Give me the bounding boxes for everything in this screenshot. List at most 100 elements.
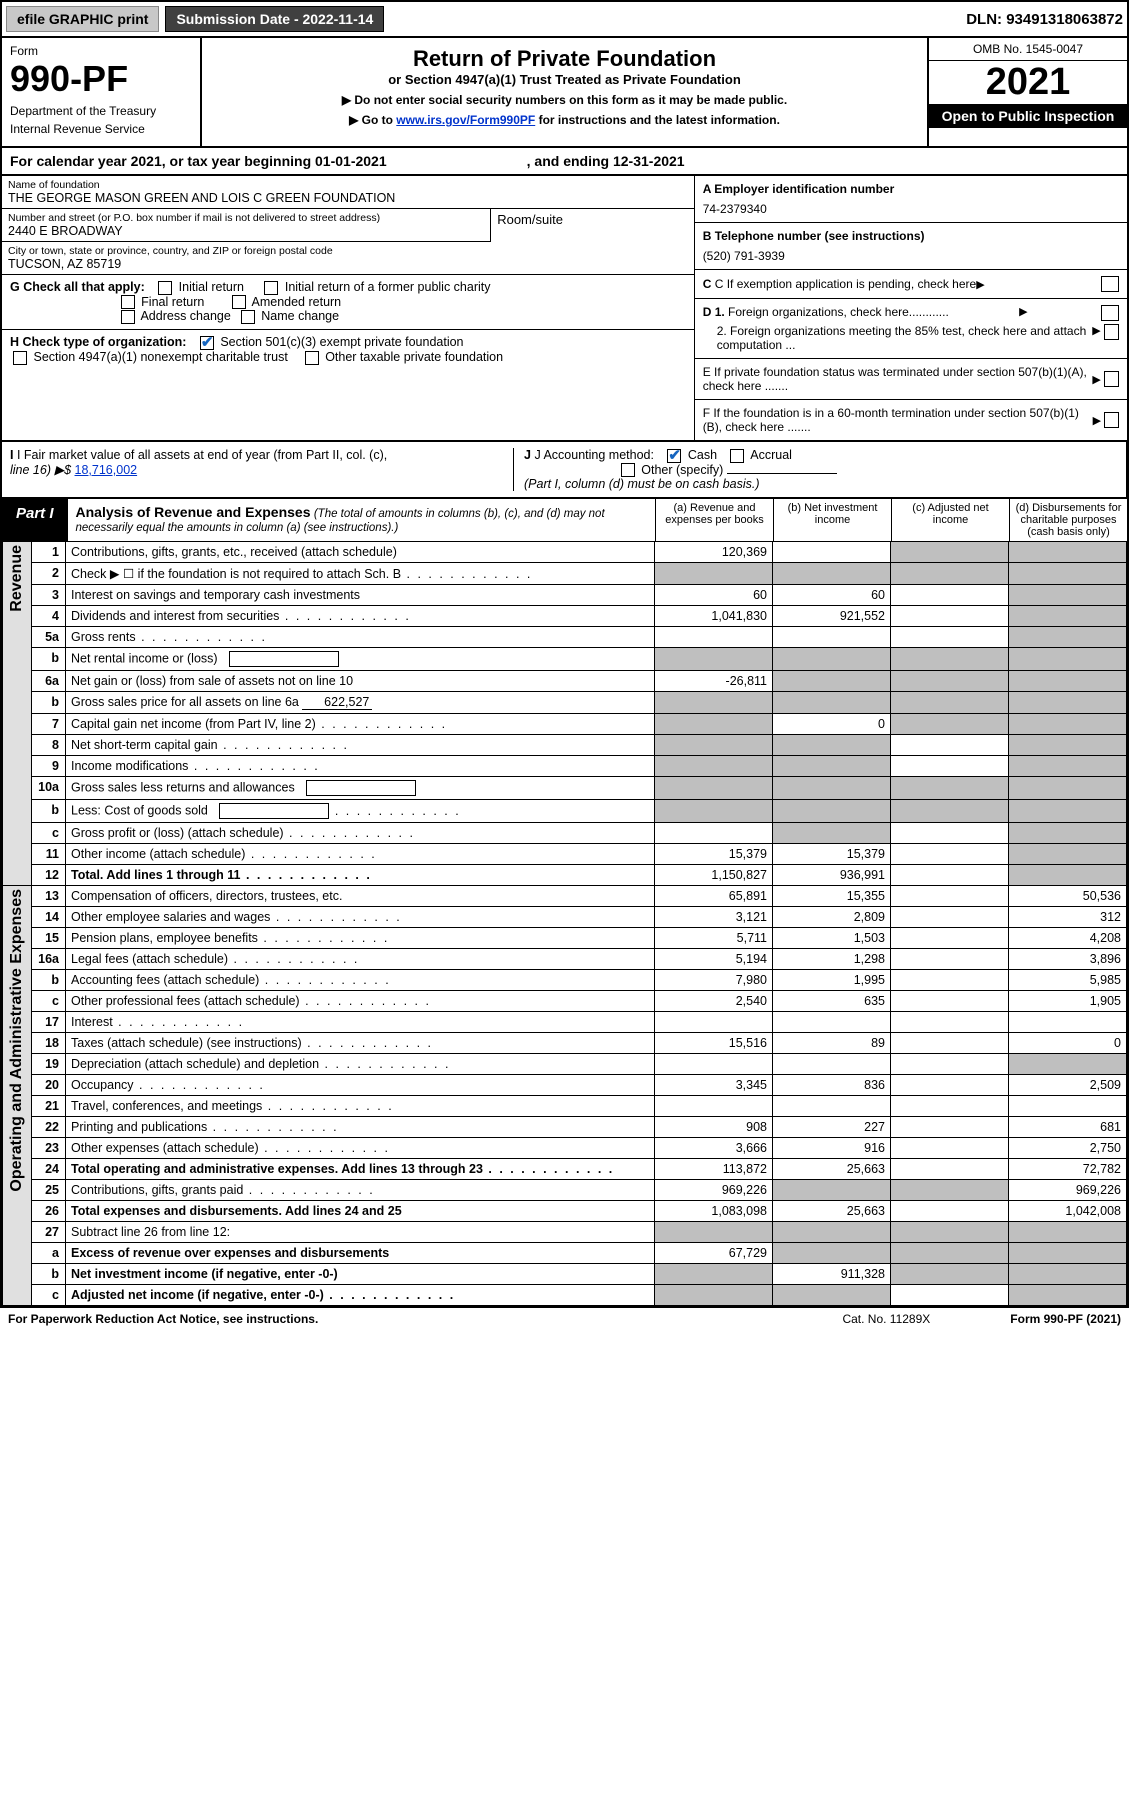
row-num: 23 xyxy=(32,1138,66,1159)
row-num: 27 xyxy=(32,1222,66,1243)
chk-e[interactable] xyxy=(1104,371,1119,387)
row-num: 10a xyxy=(32,777,66,800)
amt-d: 969,226 xyxy=(1009,1180,1127,1201)
amt-b: 2,809 xyxy=(773,907,891,928)
chk-address[interactable] xyxy=(121,310,135,324)
amt-c xyxy=(891,1117,1009,1138)
amt-b xyxy=(773,542,891,563)
chk-accrual[interactable] xyxy=(730,449,744,463)
row-label: Other employee salaries and wages xyxy=(66,907,655,928)
i-j-row: I I Fair market value of all assets at e… xyxy=(0,442,1129,499)
row-label: Travel, conferences, and meetings xyxy=(66,1096,655,1117)
amt-b xyxy=(773,692,891,714)
amt-d: 2,509 xyxy=(1009,1075,1127,1096)
amt-b: 916 xyxy=(773,1138,891,1159)
amt-a xyxy=(655,692,773,714)
chk-amended[interactable] xyxy=(232,295,246,309)
amt-b: 1,503 xyxy=(773,928,891,949)
amt-a: -26,811 xyxy=(655,671,773,692)
row-label: Net gain or (loss) from sale of assets n… xyxy=(66,671,655,692)
chk-501c3[interactable] xyxy=(200,336,214,350)
amt-c xyxy=(891,970,1009,991)
row-label: Legal fees (attach schedule) xyxy=(66,949,655,970)
row-label: Accounting fees (attach schedule) xyxy=(66,970,655,991)
row-num: 24 xyxy=(32,1159,66,1180)
amt-a xyxy=(655,1054,773,1075)
amt-b xyxy=(773,1054,891,1075)
chk-4947[interactable] xyxy=(13,351,27,365)
amt-b xyxy=(773,1243,891,1264)
chk-initial[interactable] xyxy=(158,281,172,295)
row-label: Adjusted net income (if negative, enter … xyxy=(66,1285,655,1306)
amt-c xyxy=(891,928,1009,949)
h-checks: H Check type of organization: Section 50… xyxy=(2,330,694,369)
amt-a: 1,041,830 xyxy=(655,606,773,627)
amt-d: 50,536 xyxy=(1009,886,1127,907)
amt-a xyxy=(655,735,773,756)
calendar-year-line: For calendar year 2021, or tax year begi… xyxy=(0,148,1129,176)
amt-c xyxy=(891,1012,1009,1033)
row-label: Total operating and administrative expen… xyxy=(66,1159,655,1180)
row-label: Depreciation (attach schedule) and deple… xyxy=(66,1054,655,1075)
irs-form-link[interactable]: www.irs.gov/Form990PF xyxy=(396,113,535,127)
amt-b xyxy=(773,1012,891,1033)
chk-cash[interactable] xyxy=(667,449,681,463)
amt-b: 0 xyxy=(773,714,891,735)
amt-b: 911,328 xyxy=(773,1264,891,1285)
amt-b xyxy=(773,1096,891,1117)
amt-a: 113,872 xyxy=(655,1159,773,1180)
amt-a xyxy=(655,1096,773,1117)
col-a-hdr: (a) Revenue and expenses per books xyxy=(655,499,773,541)
f-cell: F If the foundation is in a 60-month ter… xyxy=(695,400,1127,440)
amt-a: 5,711 xyxy=(655,928,773,949)
amt-d xyxy=(1009,585,1127,606)
amt-c xyxy=(891,991,1009,1012)
row-label: Gross profit or (loss) (attach schedule) xyxy=(66,823,655,844)
amt-b xyxy=(773,627,891,648)
amt-a: 120,369 xyxy=(655,542,773,563)
row-label: Contributions, gifts, grants paid xyxy=(66,1180,655,1201)
row-label: Other professional fees (attach schedule… xyxy=(66,991,655,1012)
row-num: b xyxy=(32,1264,66,1285)
row-label: Total expenses and disbursements. Add li… xyxy=(66,1201,655,1222)
chk-final[interactable] xyxy=(121,295,135,309)
efile-button[interactable]: efile GRAPHIC print xyxy=(6,6,159,32)
row-label: Printing and publications xyxy=(66,1117,655,1138)
row-label: Contributions, gifts, grants, etc., rece… xyxy=(66,542,655,563)
amt-c xyxy=(891,1222,1009,1243)
chk-initial-former[interactable] xyxy=(264,281,278,295)
room-suite-cell: Room/suite xyxy=(491,209,693,242)
amt-c xyxy=(891,563,1009,585)
row-num: c xyxy=(32,823,66,844)
i-cell: I I Fair market value of all assets at e… xyxy=(10,448,513,491)
amt-a xyxy=(655,563,773,585)
amt-b xyxy=(773,800,891,823)
amt-c xyxy=(891,671,1009,692)
fmv-link[interactable]: 18,716,002 xyxy=(75,463,138,477)
chk-name[interactable] xyxy=(241,310,255,324)
amt-c xyxy=(891,1054,1009,1075)
chk-other-taxable[interactable] xyxy=(305,351,319,365)
form-word: Form xyxy=(10,44,192,58)
amt-c xyxy=(891,823,1009,844)
c-cell: C C If exemption application is pending,… xyxy=(695,270,1127,299)
ein-cell: A Employer identification number 74-2379… xyxy=(695,176,1127,223)
row-num: 14 xyxy=(32,907,66,928)
chk-f[interactable] xyxy=(1104,412,1119,428)
form-title: Return of Private Foundation xyxy=(210,46,919,72)
row-label: Pension plans, employee benefits xyxy=(66,928,655,949)
amt-d xyxy=(1009,1222,1127,1243)
row-num: 13 xyxy=(32,886,66,907)
row-num: 1 xyxy=(32,542,66,563)
amt-b xyxy=(773,1180,891,1201)
row-num: 21 xyxy=(32,1096,66,1117)
amt-c xyxy=(891,886,1009,907)
row-num: 11 xyxy=(32,844,66,865)
amt-d xyxy=(1009,542,1127,563)
row-num: a xyxy=(32,1243,66,1264)
amt-a: 65,891 xyxy=(655,886,773,907)
chk-other-method[interactable] xyxy=(621,463,635,477)
chk-d2[interactable] xyxy=(1104,324,1119,340)
chk-c[interactable] xyxy=(1101,276,1119,292)
chk-d1[interactable] xyxy=(1101,305,1119,321)
